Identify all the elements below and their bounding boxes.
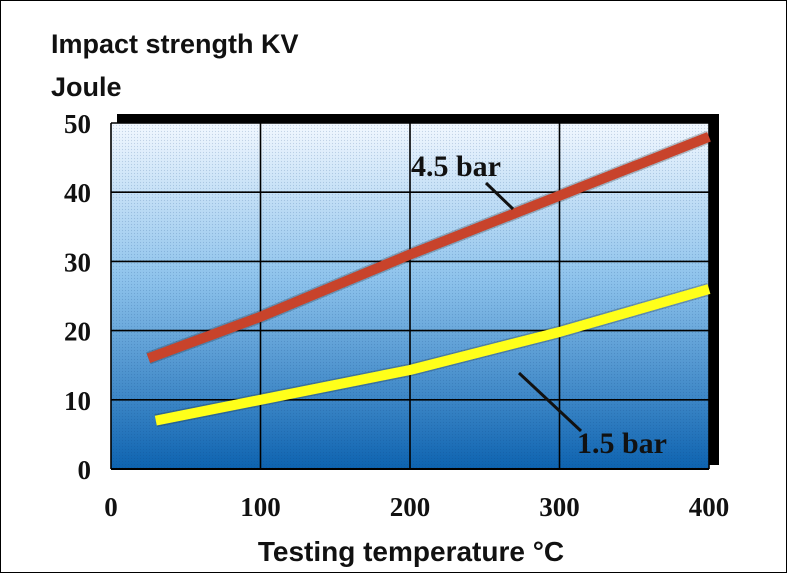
y-tick-label-20: 20 (64, 317, 91, 347)
series-lines (146, 130, 712, 427)
x-tick-label-300: 300 (539, 492, 580, 522)
series-line-1 (154, 284, 711, 426)
y-tick-label-0: 0 (78, 455, 92, 485)
y-tick-label-50: 50 (64, 109, 91, 139)
x-tick-label-100: 100 (240, 492, 281, 522)
y-tick-label-10: 10 (64, 386, 91, 416)
x-tick-label-0: 0 (104, 492, 118, 522)
y-tick-label-40: 40 (64, 178, 91, 208)
x-tick-labels: 0 100 200 300 400 (104, 492, 729, 522)
y-axis-label-line-1: Impact strength KV (51, 29, 299, 59)
series-line-0 (146, 132, 711, 363)
x-axis-label: Testing temperature °C (258, 536, 564, 567)
y-tick-labels: 0 10 20 30 40 50 (64, 109, 91, 485)
y-axis-label-line-2: Joule (51, 72, 122, 102)
y-tick-label-30: 30 (64, 247, 91, 277)
series-label-4-5-bar: 4.5 bar (411, 150, 501, 183)
leader-line-4-5-bar (484, 181, 515, 211)
x-tick-label-200: 200 (390, 492, 431, 522)
x-tick-label-400: 400 (689, 492, 730, 522)
series-label-1-5-bar: 1.5 bar (577, 427, 667, 460)
leader-line-1-5-bar (517, 371, 583, 433)
